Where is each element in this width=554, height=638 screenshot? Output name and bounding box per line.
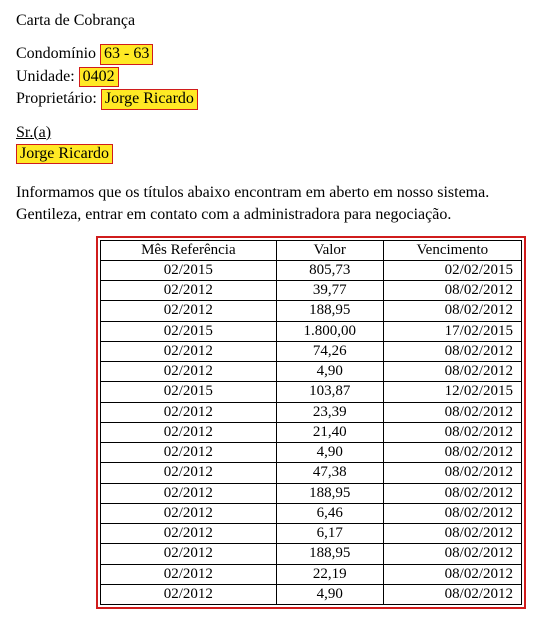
table-row: 02/201222,1908/02/2012: [101, 564, 522, 584]
condo-line: Condomínio 63 - 63: [16, 44, 538, 65]
table-cell: 4,90: [276, 443, 383, 463]
unit-value: 0402: [79, 67, 119, 88]
col-mes: Mês Referência: [101, 240, 277, 260]
table-row: 02/201239,7708/02/2012: [101, 281, 522, 301]
table-row: 02/201274,2608/02/2012: [101, 341, 522, 361]
table-cell: 02/2015: [101, 382, 277, 402]
table-row: 02/201221,4008/02/2012: [101, 422, 522, 442]
table-cell: 02/2012: [101, 341, 277, 361]
paragraph-line2: Gentileza, entrar em contato com a admin…: [16, 206, 451, 223]
table-cell: 02/2015: [101, 260, 277, 280]
owner-value: Jorge Ricardo: [101, 89, 198, 110]
table-cell: 08/02/2012: [383, 584, 521, 604]
table-cell: 12/02/2015: [383, 382, 521, 402]
table-row: 02/20124,9008/02/2012: [101, 362, 522, 382]
table-cell: 08/02/2012: [383, 524, 521, 544]
recipient-name: Jorge Ricardo: [16, 144, 113, 165]
owner-line: Proprietário: Jorge Ricardo: [16, 89, 538, 110]
table-cell: 02/2012: [101, 564, 277, 584]
salutation: Sr.(a): [16, 124, 538, 142]
table-cell: 08/02/2012: [383, 422, 521, 442]
table-row: 02/201247,3808/02/2012: [101, 463, 522, 483]
debits-table: Mês Referência Valor Vencimento 02/20158…: [100, 240, 522, 606]
condo-label: Condomínio: [16, 45, 96, 62]
table-cell: 02/2012: [101, 463, 277, 483]
table-cell: 02/02/2015: [383, 260, 521, 280]
table-row: 02/2015103,8712/02/2015: [101, 382, 522, 402]
condo-value: 63 - 63: [100, 44, 153, 65]
table-cell: 188,95: [276, 301, 383, 321]
table-cell: 6,46: [276, 503, 383, 523]
table-cell: 805,73: [276, 260, 383, 280]
table-cell: 08/02/2012: [383, 483, 521, 503]
table-cell: 1.800,00: [276, 321, 383, 341]
table-row: 02/20124,9008/02/2012: [101, 584, 522, 604]
table-cell: 02/2012: [101, 524, 277, 544]
table-row: 02/2012188,9508/02/2012: [101, 301, 522, 321]
col-valor: Valor: [276, 240, 383, 260]
table-cell: 08/02/2012: [383, 564, 521, 584]
table-cell: 02/2012: [101, 422, 277, 442]
debits-table-frame: Mês Referência Valor Vencimento 02/20158…: [96, 236, 526, 610]
unit-line: Unidade: 0402: [16, 67, 538, 88]
body-paragraph: Informamos que os títulos abaixo encontr…: [16, 182, 538, 225]
table-cell: 17/02/2015: [383, 321, 521, 341]
table-cell: 02/2012: [101, 362, 277, 382]
table-cell: 188,95: [276, 483, 383, 503]
table-cell: 4,90: [276, 584, 383, 604]
table-cell: 08/02/2012: [383, 503, 521, 523]
table-cell: 103,87: [276, 382, 383, 402]
table-cell: 4,90: [276, 362, 383, 382]
table-row: 02/2015805,7302/02/2015: [101, 260, 522, 280]
table-cell: 188,95: [276, 544, 383, 564]
table-cell: 02/2012: [101, 281, 277, 301]
table-cell: 08/02/2012: [383, 281, 521, 301]
table-cell: 47,38: [276, 463, 383, 483]
col-vencimento: Vencimento: [383, 240, 521, 260]
table-cell: 74,26: [276, 341, 383, 361]
paragraph-line1: Informamos que os títulos abaixo encontr…: [16, 184, 489, 201]
table-cell: 02/2012: [101, 584, 277, 604]
table-cell: 08/02/2012: [383, 443, 521, 463]
table-row: 02/20126,1708/02/2012: [101, 524, 522, 544]
table-cell: 08/02/2012: [383, 341, 521, 361]
table-row: 02/2012188,9508/02/2012: [101, 483, 522, 503]
table-cell: 08/02/2012: [383, 301, 521, 321]
table-row: 02/20124,9008/02/2012: [101, 443, 522, 463]
table-cell: 6,17: [276, 524, 383, 544]
unit-label: Unidade:: [16, 68, 75, 85]
table-cell: 08/02/2012: [383, 362, 521, 382]
table-cell: 22,19: [276, 564, 383, 584]
table-cell: 02/2012: [101, 301, 277, 321]
table-cell: 02/2012: [101, 503, 277, 523]
table-cell: 02/2012: [101, 402, 277, 422]
owner-label: Proprietário:: [16, 90, 97, 107]
table-row: 02/2012188,9508/02/2012: [101, 544, 522, 564]
table-header-row: Mês Referência Valor Vencimento: [101, 240, 522, 260]
table-cell: 08/02/2012: [383, 402, 521, 422]
table-cell: 08/02/2012: [383, 463, 521, 483]
document-title: Carta de Cobrança: [16, 12, 538, 30]
table-cell: 21,40: [276, 422, 383, 442]
table-cell: 08/02/2012: [383, 544, 521, 564]
table-cell: 02/2012: [101, 443, 277, 463]
table-row: 02/201223,3908/02/2012: [101, 402, 522, 422]
table-cell: 02/2012: [101, 483, 277, 503]
table-row: 02/20151.800,0017/02/2015: [101, 321, 522, 341]
table-row: 02/20126,4608/02/2012: [101, 503, 522, 523]
table-cell: 02/2015: [101, 321, 277, 341]
table-cell: 23,39: [276, 402, 383, 422]
table-cell: 02/2012: [101, 544, 277, 564]
table-cell: 39,77: [276, 281, 383, 301]
